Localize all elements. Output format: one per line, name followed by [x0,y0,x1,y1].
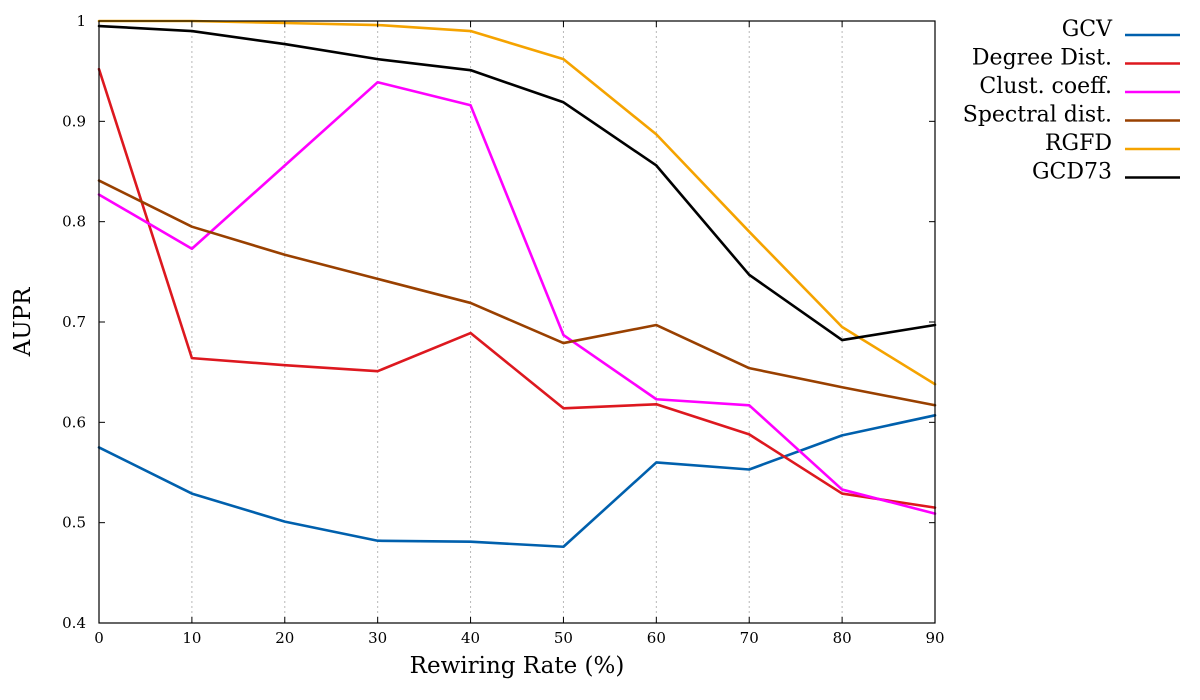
x-tick-label: 80 [833,629,852,647]
y-tick-label: 0.4 [62,614,86,632]
series-line-gcv [97,414,937,549]
legend-item: Spectral dist. [963,103,1180,128]
y-axis-ticks: 0.4 0.5 0.6 0.7 0.8 0.9 1 [62,12,935,632]
y-tick-label: 0.5 [62,514,86,532]
y-tick-label: 0.9 [62,112,86,130]
legend-label: RGFD [1045,131,1112,156]
x-tick-label: 0 [94,629,104,647]
legend-label: Spectral dist. [963,103,1112,128]
grid [191,21,843,623]
legend: GCV Degree Dist. Clust. coeff. Spectral dis… [963,17,1180,185]
x-tick-label: 60 [647,629,666,647]
legend-item: Degree Dist. [972,46,1180,71]
series-line-gcd73 [97,24,937,342]
series-line-clust-coeff [97,80,937,515]
x-axis-ticks: 0 10 20 30 40 50 60 70 80 90 [94,21,945,647]
x-tick-label: 40 [461,629,480,647]
legend-label: GCD73 [1032,160,1112,185]
series-line-rgfd [97,19,937,386]
y-axis-title: AUPR [10,287,36,357]
y-tick-label: 1 [76,12,86,30]
series-lines [97,19,937,549]
series-line-degree-dist [97,67,937,509]
x-tick-label: 70 [740,629,759,647]
legend-item: GCD73 [1032,160,1180,185]
x-axis-title: Rewiring Rate (%) [410,653,625,679]
series-line-spectral-dist [97,179,937,407]
y-tick-label: 0.8 [62,213,86,231]
x-tick-label: 20 [275,629,294,647]
legend-item: RGFD [1045,131,1180,156]
y-tick-label: 0.6 [62,413,86,431]
legend-item: Clust. coeff. [979,74,1180,99]
x-tick-label: 10 [182,629,201,647]
legend-label: GCV [1062,17,1113,42]
legend-label: Clust. coeff. [979,74,1112,99]
x-tick-label: 90 [925,629,944,647]
x-tick-label: 30 [368,629,387,647]
x-tick-label: 50 [554,629,573,647]
legend-label: Degree Dist. [972,46,1112,71]
legend-item: GCV [1062,17,1180,42]
y-tick-label: 0.7 [62,313,86,331]
